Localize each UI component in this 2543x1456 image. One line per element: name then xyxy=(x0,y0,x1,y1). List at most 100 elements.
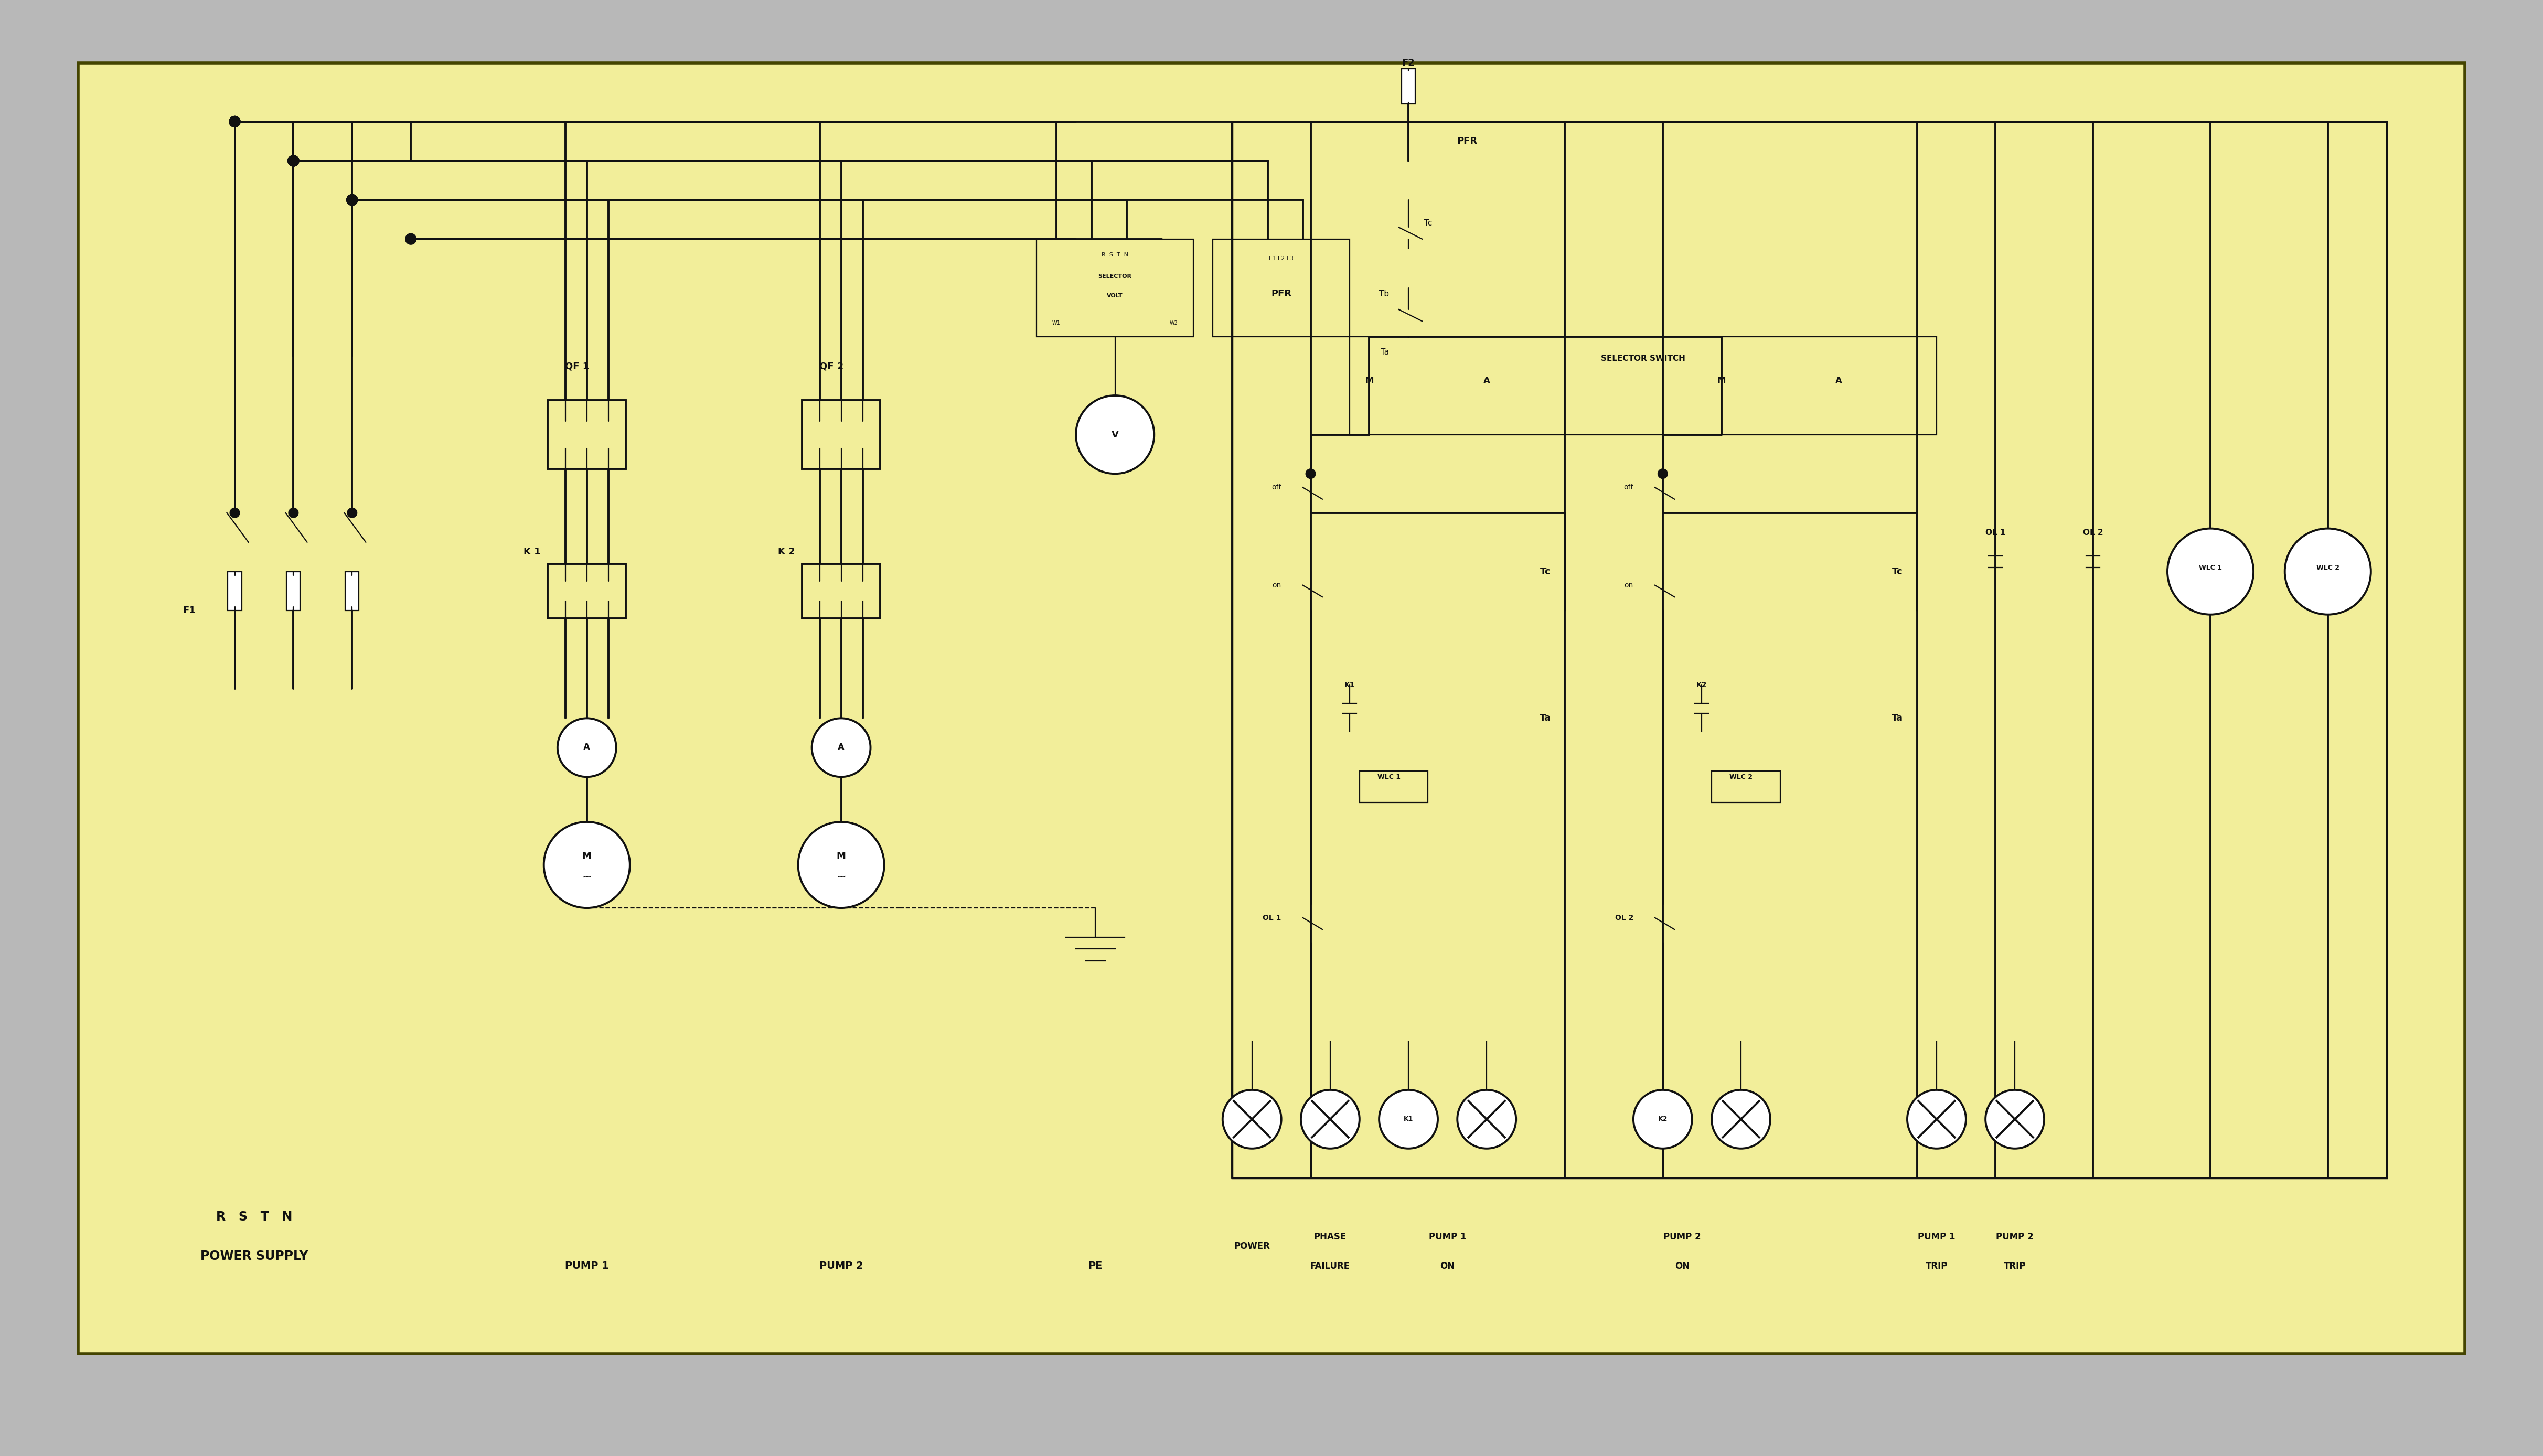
Text: Ta: Ta xyxy=(1381,348,1388,357)
Circle shape xyxy=(1986,1091,2045,1149)
Circle shape xyxy=(1302,1091,1361,1149)
Text: Tc: Tc xyxy=(1424,220,1432,227)
Circle shape xyxy=(229,508,239,518)
Text: K 1: K 1 xyxy=(524,547,542,556)
Circle shape xyxy=(348,508,356,518)
Text: A: A xyxy=(1836,376,1841,386)
Text: ON: ON xyxy=(1439,1261,1455,1271)
Text: M: M xyxy=(582,852,593,860)
Text: A: A xyxy=(1483,376,1490,386)
Text: K 2: K 2 xyxy=(778,547,796,556)
Text: WLC 1: WLC 1 xyxy=(2200,565,2223,571)
Circle shape xyxy=(229,116,239,127)
Text: Tb: Tb xyxy=(1378,290,1388,297)
Text: OL 2: OL 2 xyxy=(1615,914,1633,922)
Circle shape xyxy=(1457,1091,1516,1149)
Circle shape xyxy=(287,508,298,518)
Circle shape xyxy=(2284,529,2370,614)
Circle shape xyxy=(346,195,359,205)
Circle shape xyxy=(229,116,239,127)
Text: PUMP 2: PUMP 2 xyxy=(1996,1232,2034,1242)
Bar xyxy=(287,572,300,610)
Bar xyxy=(547,400,626,469)
Text: F1: F1 xyxy=(183,606,196,616)
Text: QF 1: QF 1 xyxy=(565,361,590,371)
Circle shape xyxy=(287,156,300,166)
Text: OL 1: OL 1 xyxy=(1264,914,1282,922)
Text: K1: K1 xyxy=(1345,681,1355,689)
Bar xyxy=(1401,68,1416,103)
Circle shape xyxy=(1711,1091,1770,1149)
Text: SELECTOR SWITCH: SELECTOR SWITCH xyxy=(1602,354,1686,363)
Circle shape xyxy=(346,195,359,205)
Circle shape xyxy=(799,821,885,909)
Text: off: off xyxy=(1272,483,1282,491)
Text: W1: W1 xyxy=(1053,320,1060,326)
Circle shape xyxy=(1223,1091,1282,1149)
Text: WLC 1: WLC 1 xyxy=(1378,773,1401,780)
Text: OL 1: OL 1 xyxy=(1986,529,2006,536)
Text: PUMP 2: PUMP 2 xyxy=(1663,1232,1701,1242)
Text: PHASE: PHASE xyxy=(1315,1232,1345,1242)
Text: Tc: Tc xyxy=(1541,566,1551,577)
Circle shape xyxy=(1658,469,1668,479)
Text: R   S   T   N: R S T N xyxy=(216,1211,292,1223)
Bar xyxy=(1038,239,1193,336)
Text: ON: ON xyxy=(1676,1261,1689,1271)
Bar xyxy=(1711,772,1780,802)
Bar xyxy=(1350,336,1938,434)
Bar xyxy=(801,400,880,469)
Text: PE: PE xyxy=(1088,1261,1104,1271)
Text: on: on xyxy=(1625,581,1633,588)
Text: Ta: Ta xyxy=(1892,713,1902,724)
Bar xyxy=(1233,122,2385,1178)
Circle shape xyxy=(229,116,239,127)
Circle shape xyxy=(346,195,359,205)
Circle shape xyxy=(287,156,300,166)
Text: K2: K2 xyxy=(1658,1115,1668,1123)
Text: POWER SUPPLY: POWER SUPPLY xyxy=(201,1249,308,1262)
Circle shape xyxy=(404,233,417,245)
Text: on: on xyxy=(1272,581,1282,588)
Text: W2: W2 xyxy=(1170,320,1177,326)
Circle shape xyxy=(1633,1091,1691,1149)
Text: L1 L2 L3: L1 L2 L3 xyxy=(1269,256,1294,261)
Text: PUMP 1: PUMP 1 xyxy=(565,1261,608,1271)
Bar xyxy=(1361,772,1429,802)
Text: SELECTOR: SELECTOR xyxy=(1099,274,1132,278)
Circle shape xyxy=(2167,529,2253,614)
Text: ~: ~ xyxy=(837,871,847,882)
Circle shape xyxy=(346,195,359,205)
Text: WLC 2: WLC 2 xyxy=(1729,773,1752,780)
Text: M: M xyxy=(1366,376,1373,386)
Text: A: A xyxy=(837,743,844,753)
Circle shape xyxy=(811,718,870,778)
Bar xyxy=(79,63,2464,1354)
Circle shape xyxy=(287,156,300,166)
Text: WLC 2: WLC 2 xyxy=(2317,565,2340,571)
Circle shape xyxy=(544,821,631,909)
Text: off: off xyxy=(1622,483,1633,491)
Text: M: M xyxy=(1717,376,1727,386)
Text: K1: K1 xyxy=(1404,1115,1414,1123)
Text: Ta: Ta xyxy=(1539,713,1551,724)
Circle shape xyxy=(1907,1091,1966,1149)
Text: K2: K2 xyxy=(1696,681,1706,689)
Circle shape xyxy=(287,156,300,166)
Text: QF 2: QF 2 xyxy=(819,361,844,371)
Text: Tc: Tc xyxy=(1892,566,1902,577)
Text: A: A xyxy=(582,743,590,753)
Text: FAILURE: FAILURE xyxy=(1310,1261,1350,1271)
Circle shape xyxy=(1305,469,1315,479)
Text: PUMP 1: PUMP 1 xyxy=(1917,1232,1956,1242)
Text: PFR: PFR xyxy=(1272,290,1292,298)
Text: TRIP: TRIP xyxy=(1925,1261,1948,1271)
Circle shape xyxy=(1076,396,1155,473)
Bar xyxy=(229,572,242,610)
Circle shape xyxy=(229,116,239,127)
Bar xyxy=(1213,239,1350,336)
Text: PFR: PFR xyxy=(1457,137,1477,146)
Text: ~: ~ xyxy=(582,871,593,882)
Circle shape xyxy=(557,718,615,778)
Bar xyxy=(801,563,880,619)
